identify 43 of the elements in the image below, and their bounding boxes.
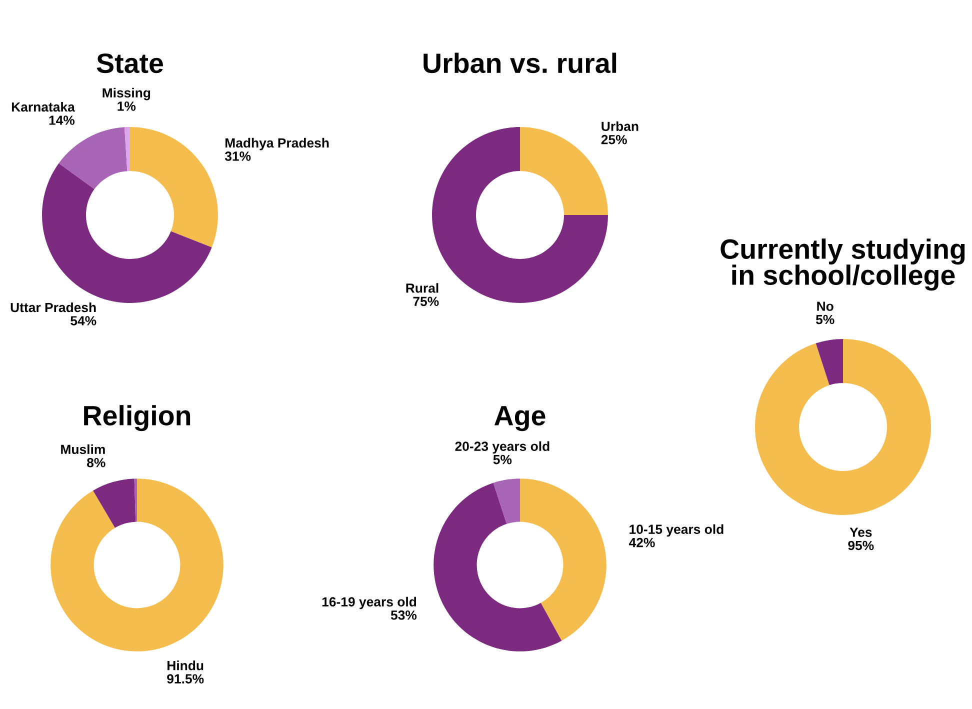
data-label: 91.5% (167, 674, 204, 684)
chart-title: Religion (84, 405, 190, 432)
slice-label: Madhya Pradesh (226, 138, 329, 150)
data-label: 5% (816, 314, 834, 324)
donut-slice (816, 339, 843, 386)
donut-slice (493, 478, 520, 524)
data-label: 54% (70, 316, 96, 326)
data-label: 75% (413, 296, 439, 306)
donut-slice (434, 482, 562, 652)
slice-label: Hindu (168, 660, 204, 670)
data-label: 95% (848, 540, 874, 550)
slice-label: Yes (850, 528, 872, 537)
slice-label: No (817, 302, 834, 311)
data-label: 31% (224, 152, 251, 161)
chart-title: Urban vs. rural (424, 52, 616, 74)
slice-label: Karnataka (12, 102, 75, 112)
donut-slice (124, 127, 130, 172)
chart-title: State (96, 53, 164, 74)
donut-slice (520, 478, 606, 641)
slice-label: Missing (102, 88, 150, 100)
data-label: 5% (493, 454, 512, 464)
donut-slice (755, 339, 931, 515)
slice-label: Urban (602, 121, 638, 132)
data-label: 42% (628, 538, 655, 548)
donut-slice (134, 478, 137, 522)
slice-label: 10-15 years old (630, 524, 724, 537)
donut-slice (58, 127, 128, 190)
data-label: 14% (49, 116, 75, 125)
chart-title: Age (494, 406, 546, 432)
slice-label: 20-23 years old (455, 441, 550, 454)
slice-label: 16-19 years old (322, 596, 416, 610)
data-label: 25% (601, 134, 627, 144)
donut-slice (93, 478, 136, 528)
slice-label: Rural (406, 283, 438, 293)
data-label: 8% (87, 458, 106, 468)
donut-slice (42, 163, 212, 303)
data-label: 1% (118, 102, 136, 111)
slice-label: Uttar Pradesh (10, 302, 96, 312)
slice-label: Muslim (61, 444, 105, 454)
chart-title: Currently studying in school/college (720, 238, 965, 291)
donut-slice (50, 478, 224, 652)
donut-slice (130, 127, 218, 248)
data-label: 53% (390, 610, 417, 620)
